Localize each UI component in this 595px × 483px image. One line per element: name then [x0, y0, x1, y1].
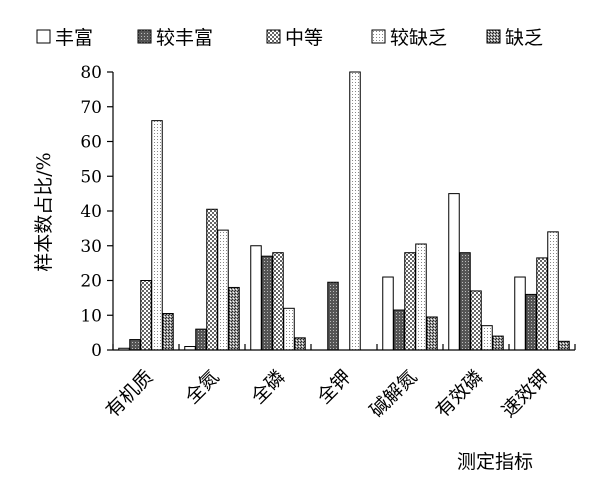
y-tick-label: 20 — [80, 272, 102, 292]
y-axis: 0 10 20 30 40 50 60 70 80 — [80, 63, 114, 361]
bar — [470, 290, 482, 351]
bar — [415, 243, 427, 351]
legend-label: 丰富 — [55, 27, 93, 49]
bar — [294, 337, 306, 351]
bar — [250, 245, 262, 351]
bar — [327, 281, 339, 351]
bar — [558, 340, 570, 351]
bar — [536, 257, 548, 351]
x-category-label: 有效磷 — [432, 366, 488, 422]
bar — [162, 313, 174, 351]
legend-label: 中等 — [285, 27, 323, 49]
y-axis-title: 样本数占比/% — [33, 152, 55, 271]
bar — [404, 252, 416, 351]
x-category-label: 碱解氮 — [366, 366, 422, 422]
y-tick-label: 50 — [80, 167, 102, 187]
bar — [217, 229, 229, 351]
y-tick-label: 60 — [80, 133, 102, 153]
y-tick-label: 0 — [91, 341, 102, 361]
bar — [349, 71, 361, 351]
bar — [382, 276, 394, 351]
legend-label: 较缺乏 — [390, 27, 447, 49]
y-tick-label: 30 — [80, 237, 102, 257]
y-tick-label: 80 — [80, 63, 102, 83]
bar — [228, 286, 240, 351]
bar — [448, 193, 460, 351]
x-category-label: 速效钾 — [498, 366, 554, 422]
x-category-label: 全磷 — [247, 366, 289, 408]
bar — [547, 231, 559, 351]
bar — [261, 255, 273, 351]
legend-swatch — [371, 29, 386, 44]
legend: 丰富 较丰富 中等 较缺乏 缺乏 — [36, 27, 543, 49]
bar — [492, 335, 504, 351]
bar — [525, 293, 537, 351]
legend-label: 较丰富 — [156, 27, 213, 49]
bar — [140, 280, 152, 351]
x-category-label: 全钾 — [313, 366, 355, 408]
legend-swatch — [266, 29, 281, 44]
y-tick-label: 70 — [80, 98, 102, 118]
bar — [129, 339, 141, 351]
legend-swatch — [36, 29, 51, 44]
bar — [272, 252, 284, 351]
y-tick-label: 10 — [80, 306, 102, 326]
bar — [283, 307, 295, 351]
bar — [393, 309, 405, 351]
bar — [206, 208, 218, 351]
x-category-label: 全氮 — [181, 366, 223, 408]
x-axis: 有机质 全氮 全磷 全钾 碱解氮 有效磷 速效钾 — [102, 344, 576, 422]
x-axis-title: 测定指标 — [457, 451, 533, 473]
y-tick-label: 40 — [80, 202, 102, 222]
bar — [459, 252, 471, 351]
legend-label: 缺乏 — [505, 27, 543, 49]
bar — [426, 316, 438, 351]
bar — [151, 120, 163, 351]
legend-swatch — [137, 29, 152, 44]
bar — [481, 325, 493, 351]
x-category-label: 有机质 — [102, 366, 158, 422]
bars — [118, 71, 570, 351]
bar — [195, 328, 207, 351]
legend-swatch — [486, 29, 501, 44]
bar — [514, 276, 526, 351]
